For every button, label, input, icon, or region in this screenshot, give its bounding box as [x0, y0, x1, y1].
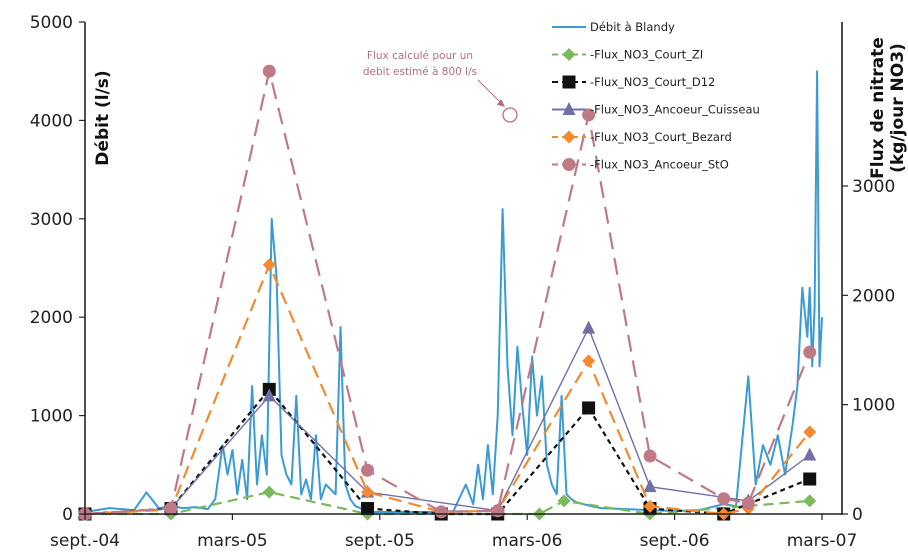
legend-marker	[562, 75, 576, 89]
y-left-tick-label: 3000	[30, 210, 73, 230]
legend-entry: Débit à Blandy	[552, 20, 675, 34]
legend-marker	[562, 130, 576, 144]
data-point-flux-no3-court-zi	[262, 485, 276, 499]
data-point-flux-no3-ancoeur-cuisseau	[803, 447, 817, 461]
annotation-line-1: Flux calculé pour un	[367, 50, 473, 62]
x-tick-label: mars-07	[787, 531, 858, 551]
y-right-tick-label: 1000	[852, 396, 895, 416]
x-tick-label: sept.-05	[345, 531, 415, 551]
annotation-line-2: debit estimé à 800 l/s	[363, 66, 477, 78]
series-line-debit	[84, 70, 823, 513]
legend-label: -Flux_NO3_Court_Bezard	[590, 130, 732, 144]
annotation: Flux calculé pour un debit estimé à 800 …	[363, 50, 518, 123]
y-right-tick-label: 0	[852, 505, 863, 525]
data-point-flux-no3-ancoeur-sto	[491, 504, 505, 518]
y-left-tick-label: 1000	[30, 407, 73, 427]
y-right-tick-label: 3000	[852, 177, 895, 197]
legend: Débit à Blandy -Flux_NO3_Court_ZI -Flux_NO…	[552, 20, 760, 172]
data-point-flux-no3-ancoeur-cuisseau	[262, 388, 276, 402]
y-left-label: Débit (l/s)	[93, 70, 113, 165]
x-tick-label: mars-06	[492, 531, 563, 551]
data-point-flux-no3-court-bezard	[361, 485, 375, 499]
flow-layer	[84, 70, 823, 513]
annotation-arrowhead	[497, 98, 506, 107]
y-right-tick-label: 2000	[852, 286, 895, 306]
legend-label: -Flux_NO3_Ancoeur_Cuisseau	[590, 103, 760, 117]
data-point-flux-no3-court-d12	[361, 502, 375, 516]
series-line-flux-no3-ancoeur-sto	[84, 70, 811, 516]
legend-entry: -Flux_NO3_Court_Bezard	[552, 130, 732, 144]
series-line-flux-no3-court-bezard	[84, 261, 811, 516]
data-point-flux-no3-court-bezard	[643, 499, 657, 513]
data-point-flux-no3-court-d12	[803, 472, 817, 486]
y-right-label-2: (kg/jour NO3)	[888, 43, 908, 173]
legend-marker	[562, 158, 576, 171]
y-left-tick-label: 0	[62, 505, 73, 525]
data-point-flux-no3-ancoeur-sto	[164, 502, 178, 516]
x-tick-label: mars-05	[197, 531, 268, 551]
data-point-flux-no3-ancoeur-sto	[582, 108, 596, 122]
legend-label: Débit à Blandy	[590, 20, 675, 34]
legend-entry: -Flux_NO3_Ancoeur_Cuisseau	[552, 102, 760, 117]
data-point-flux-no3-court-bezard	[262, 258, 276, 272]
data-point-flux-no3-court-d12	[582, 401, 596, 415]
x-tick-label: sept.-06	[640, 531, 710, 551]
legend-label: -Flux_NO3_Ancoeur_StO	[590, 158, 729, 172]
legend-entry: -Flux_NO3_Court_D12	[552, 75, 715, 89]
legend-marker	[562, 48, 576, 61]
legend-label: -Flux_NO3_Court_D12	[590, 75, 715, 89]
y-right-label-1: Flux de nitrate	[868, 37, 888, 179]
data-point-flux-no3-court-zi	[557, 494, 571, 508]
legend-entry: -Flux_NO3_Ancoeur_StO	[552, 158, 729, 172]
axes-layer: 0 1000 2000 3000 4000 5000 0 1000 2000 3000 sept.-…	[30, 13, 896, 551]
data-point-flux-no3-court-zi	[803, 494, 817, 508]
data-point-flux-no3-court-bezard	[803, 425, 817, 439]
data-point-flux-no3-court-bezard	[582, 354, 596, 368]
x-tick-label: sept.-04	[50, 531, 120, 551]
estimated-point	[502, 107, 518, 123]
y-left-tick-label: 5000	[30, 13, 73, 33]
y-left-tick-label: 2000	[30, 308, 73, 328]
data-point-flux-no3-ancoeur-sto	[803, 345, 817, 359]
y-left-tick-label: 4000	[30, 111, 73, 131]
legend-marker	[562, 102, 576, 115]
data-point-flux-no3-ancoeur-sto	[262, 64, 276, 78]
data-point-flux-no3-ancoeur-sto	[434, 505, 448, 519]
data-point-flux-no3-ancoeur-sto	[741, 496, 755, 510]
data-point-flux-no3-ancoeur-sto	[717, 492, 731, 506]
data-point-flux-no3-ancoeur-cuisseau	[643, 479, 657, 493]
legend-label: -Flux_NO3_Court_ZI	[590, 48, 703, 62]
legend-entry: -Flux_NO3_Court_ZI	[552, 48, 703, 62]
data-point-flux-no3-ancoeur-sto	[643, 449, 657, 463]
data-point-flux-no3-ancoeur-sto	[361, 463, 375, 477]
data-point-flux-no3-ancoeur-cuisseau	[582, 320, 596, 334]
